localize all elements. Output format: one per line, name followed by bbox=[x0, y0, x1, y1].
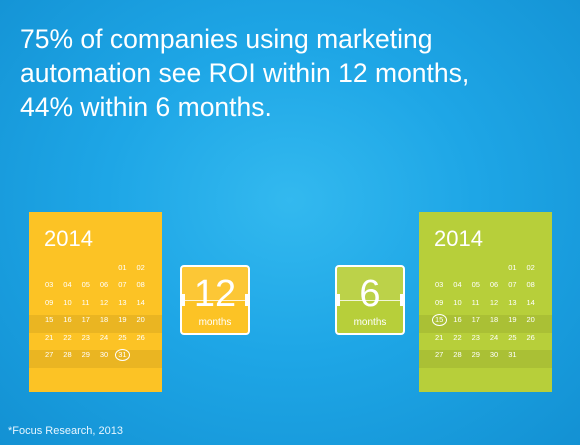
calendar-day: 02 bbox=[526, 263, 535, 272]
headline-line-1: 75% of companies using marketing bbox=[20, 24, 433, 54]
calendar-day: 11 bbox=[471, 297, 480, 307]
calendar-day: 09 bbox=[45, 297, 54, 307]
calendar-day: 21 bbox=[435, 332, 444, 342]
calendar-day: 14 bbox=[136, 297, 145, 307]
flip-number: 6 bbox=[359, 273, 381, 315]
source-footnote: *Focus Research, 2013 bbox=[8, 425, 123, 437]
calendar-day: 26 bbox=[136, 332, 145, 342]
calendar-row-band bbox=[419, 350, 552, 368]
calendar-day: 22 bbox=[63, 332, 72, 342]
calendar-day: 28 bbox=[63, 349, 72, 359]
calendar-day: 18 bbox=[489, 315, 499, 325]
calendar-day: 07 bbox=[508, 280, 517, 290]
calendar-day: 18 bbox=[99, 315, 109, 325]
calendar-empty-cell bbox=[136, 346, 154, 363]
calendar-empty-cell bbox=[453, 259, 471, 276]
calendar-day: 29 bbox=[471, 349, 480, 359]
headline-line-3: 44% within 6 months. bbox=[20, 92, 272, 122]
calendar-day: 25 bbox=[118, 332, 127, 342]
calendar-day: 22 bbox=[453, 332, 462, 342]
calendar-empty-cell bbox=[526, 346, 544, 363]
calendar-day: 20 bbox=[136, 315, 145, 325]
calendar-row-band bbox=[29, 315, 162, 333]
calendar-day: 25 bbox=[508, 332, 517, 342]
calendar-day: 29 bbox=[81, 349, 90, 359]
calendar-year: 2014 bbox=[434, 226, 483, 251]
calendar-day: 15 bbox=[45, 315, 54, 325]
calendar-day: 19 bbox=[118, 315, 127, 325]
headline-line-2: automation see ROI within 12 months, bbox=[20, 58, 470, 88]
calendar-day: 23 bbox=[81, 332, 90, 342]
calendar-day: 05 bbox=[471, 280, 480, 290]
calendar-day: 24 bbox=[489, 332, 499, 342]
calendar-day: 24 bbox=[99, 332, 109, 342]
calendar-day: 13 bbox=[118, 297, 127, 307]
calendar-day: 15 bbox=[431, 311, 453, 328]
calendar-empty-cell bbox=[472, 259, 490, 276]
flip-knob bbox=[400, 294, 403, 306]
flip-knob bbox=[245, 294, 248, 306]
calendar-day: 06 bbox=[489, 280, 499, 290]
calendar-row-band bbox=[419, 315, 552, 333]
flip-unit: months bbox=[353, 317, 387, 328]
flip-hinge bbox=[182, 300, 248, 301]
flip-unit: months bbox=[198, 317, 232, 328]
calendar-empty-cell bbox=[435, 259, 453, 276]
calendar-day: 19 bbox=[508, 315, 517, 325]
calendar-day: 27 bbox=[435, 349, 444, 359]
calendar-day: 16 bbox=[63, 315, 72, 325]
calendar-day: 17 bbox=[471, 315, 480, 325]
calendar-day: 17 bbox=[81, 315, 90, 325]
calendar-day: 31 bbox=[115, 346, 136, 363]
flip-card-6-months: 6 months bbox=[335, 265, 405, 335]
calendar-year: 2014 bbox=[44, 226, 93, 251]
calendar-day: 30 bbox=[489, 349, 499, 359]
calendar-empty-cell bbox=[82, 259, 100, 276]
flip-knob bbox=[182, 294, 185, 306]
flip-number: 12 bbox=[193, 273, 237, 315]
calendar-day: 08 bbox=[526, 280, 535, 290]
calendar-day: 26 bbox=[526, 332, 535, 342]
calendar-day: 07 bbox=[118, 280, 127, 290]
calendar-day-grid: 01 02 03 04 05 06 07 08 09 10 11 12 13 14 15 16 17 18 19 20… bbox=[431, 259, 545, 363]
calendar-day: 10 bbox=[63, 297, 72, 307]
flip-hinge bbox=[337, 300, 403, 301]
calendar-day: 04 bbox=[453, 280, 462, 290]
headline: 75% of companies using marketing automat… bbox=[20, 22, 560, 124]
calendar-day: 30 bbox=[99, 349, 109, 359]
calendar-day: 21 bbox=[45, 332, 54, 342]
calendar-day: 27 bbox=[45, 349, 54, 359]
flip-knob bbox=[337, 294, 340, 306]
flip-card-12-months: 12 months bbox=[180, 265, 250, 335]
calendar-day: 09 bbox=[435, 297, 444, 307]
calendar-day: 16 bbox=[453, 315, 462, 325]
calendar-day: 06 bbox=[99, 280, 109, 290]
calendar-day: 03 bbox=[45, 280, 54, 290]
calendar-day: 03 bbox=[435, 280, 444, 290]
calendar-empty-cell bbox=[63, 259, 81, 276]
calendar-day: 28 bbox=[453, 349, 462, 359]
calendar-day: 23 bbox=[471, 332, 480, 342]
calendar-day: 04 bbox=[63, 280, 72, 290]
calendar-day: 05 bbox=[81, 280, 90, 290]
calendar-12-months: 2014 01 02 03 04 05 06 07 08 09 10 11 12 13 14 15 16 17 1… bbox=[29, 212, 162, 392]
calendar-day: 11 bbox=[81, 297, 90, 307]
calendar-day-grid: 01 02 03 04 05 06 07 08 09 10 11 12 13 14 15 16 17 18 19 20… bbox=[45, 259, 155, 363]
calendar-empty-cell bbox=[45, 259, 63, 276]
calendar-day: 12 bbox=[99, 297, 109, 307]
calendar-day: 08 bbox=[136, 280, 145, 290]
calendar-day: 10 bbox=[453, 297, 462, 307]
calendar-day: 12 bbox=[489, 297, 499, 307]
calendar-day: 14 bbox=[526, 297, 535, 307]
calendar-empty-cell bbox=[100, 259, 118, 276]
calendar-day: 20 bbox=[526, 315, 535, 325]
calendar-day: 01 bbox=[118, 263, 127, 272]
calendar-day: 01 bbox=[508, 263, 517, 272]
calendar-empty-cell bbox=[490, 259, 508, 276]
calendar-day: 13 bbox=[508, 297, 517, 307]
calendar-day: 31 bbox=[508, 349, 517, 359]
calendar-6-months: 2014 01 02 03 04 05 06 07 08 09 10 11 12 13 14 15 16 17 1… bbox=[419, 212, 552, 392]
calendar-day: 02 bbox=[136, 263, 145, 272]
